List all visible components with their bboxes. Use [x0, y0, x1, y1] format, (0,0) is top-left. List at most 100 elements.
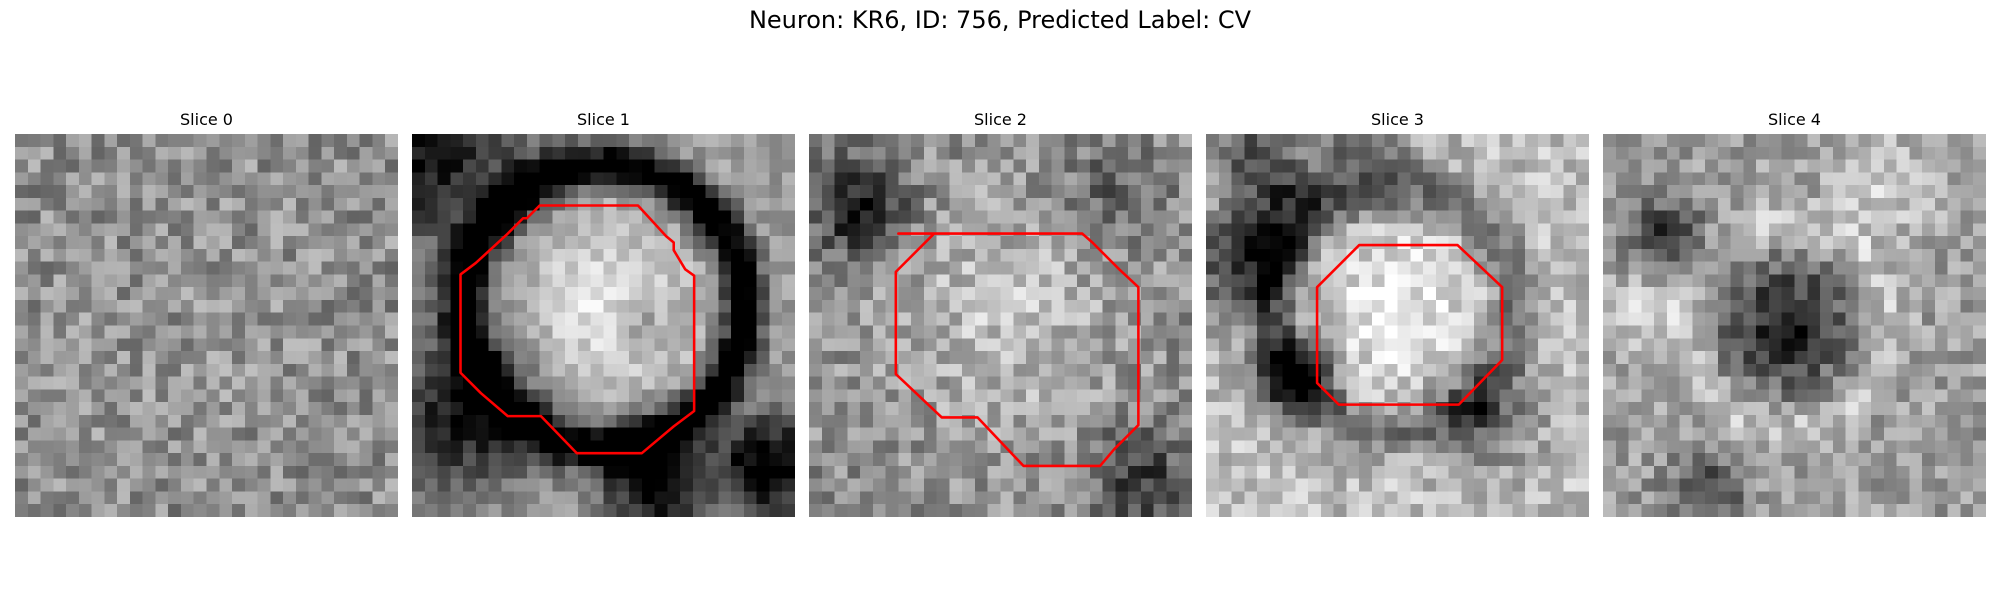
pixel — [667, 389, 681, 403]
pixel — [1512, 134, 1526, 148]
pixel — [1257, 465, 1271, 479]
pixel — [359, 465, 373, 479]
pixel — [1960, 491, 1974, 505]
pixel — [1051, 376, 1065, 390]
pixel — [463, 159, 477, 173]
pixel — [539, 325, 553, 339]
pixel — [1896, 491, 1910, 505]
pixel — [385, 299, 398, 313]
pixel — [27, 427, 41, 441]
pixel — [1654, 248, 1668, 262]
pixel — [1320, 414, 1334, 428]
pixel — [1244, 402, 1258, 416]
pixel — [667, 299, 681, 313]
pixel — [1756, 299, 1770, 313]
pixel — [463, 299, 477, 313]
pixel — [1435, 389, 1449, 403]
pixel — [1115, 491, 1129, 505]
pixel — [731, 261, 745, 275]
pixel — [1781, 338, 1795, 352]
pixel — [1038, 351, 1052, 365]
pixel — [1461, 172, 1475, 186]
pixel — [1909, 223, 1923, 237]
pixel — [1563, 223, 1577, 237]
pixel — [450, 197, 464, 211]
pixel — [424, 440, 438, 454]
pixel — [1781, 261, 1795, 275]
pixel — [1845, 351, 1859, 365]
pixel — [346, 223, 360, 237]
pixel — [1550, 478, 1564, 492]
pixel — [1346, 261, 1360, 275]
pixel — [1794, 134, 1808, 148]
pixel — [308, 402, 322, 416]
pixel — [40, 402, 54, 416]
pixel — [743, 427, 757, 441]
pixel — [705, 402, 719, 416]
pixel — [1603, 351, 1617, 365]
pixel — [809, 261, 823, 275]
pixel — [539, 389, 553, 403]
pixel — [1077, 134, 1091, 148]
pixel — [654, 274, 668, 288]
pixel — [270, 134, 284, 148]
pixel — [1603, 389, 1617, 403]
pixel — [1947, 287, 1961, 301]
pixel — [1410, 146, 1424, 160]
pixel — [692, 414, 706, 428]
pixel — [1486, 248, 1500, 262]
pixel — [718, 134, 732, 148]
pixel — [692, 185, 706, 199]
pixel — [91, 172, 105, 186]
pixel — [1717, 210, 1731, 224]
pixel — [1563, 210, 1577, 224]
pixel — [180, 197, 194, 211]
pixel — [321, 185, 335, 199]
pixel — [1089, 351, 1103, 365]
pixel — [270, 414, 284, 428]
pixel — [1435, 504, 1449, 517]
pixel — [1102, 299, 1116, 313]
pixel — [1218, 440, 1232, 454]
pixel — [1295, 223, 1309, 237]
pixel — [1525, 427, 1539, 441]
pixel — [1115, 146, 1129, 160]
pixel — [1654, 414, 1668, 428]
pixel — [1641, 134, 1655, 148]
pixel — [526, 146, 540, 160]
pixel — [1179, 223, 1192, 237]
pixel — [40, 504, 54, 517]
pixel — [1883, 248, 1897, 262]
pixel — [1140, 210, 1154, 224]
pixel — [911, 185, 925, 199]
pixel — [488, 159, 502, 173]
pixel — [1641, 210, 1655, 224]
pixel — [346, 274, 360, 288]
pixel — [987, 261, 1001, 275]
pixel — [1692, 261, 1706, 275]
pixel — [860, 402, 874, 416]
pixel — [974, 504, 988, 517]
pixel — [488, 478, 502, 492]
pixel — [539, 427, 553, 441]
pixel — [962, 376, 976, 390]
pixel — [1026, 440, 1040, 454]
pixel — [257, 402, 271, 416]
pixel — [1628, 261, 1642, 275]
pixel — [1947, 248, 1961, 262]
pixel — [641, 402, 655, 416]
pixel — [705, 299, 719, 313]
pixel — [1807, 440, 1821, 454]
pixel — [1603, 402, 1617, 416]
pixel — [1756, 351, 1770, 365]
pixel — [1013, 210, 1027, 224]
pixel — [1832, 504, 1846, 517]
pixel — [1153, 146, 1167, 160]
pixel — [1896, 172, 1910, 186]
pixel — [1320, 504, 1334, 517]
pixel — [898, 274, 912, 288]
pixel — [1359, 236, 1373, 250]
pixel — [437, 440, 451, 454]
pixel — [437, 414, 451, 428]
pixel — [705, 453, 719, 467]
